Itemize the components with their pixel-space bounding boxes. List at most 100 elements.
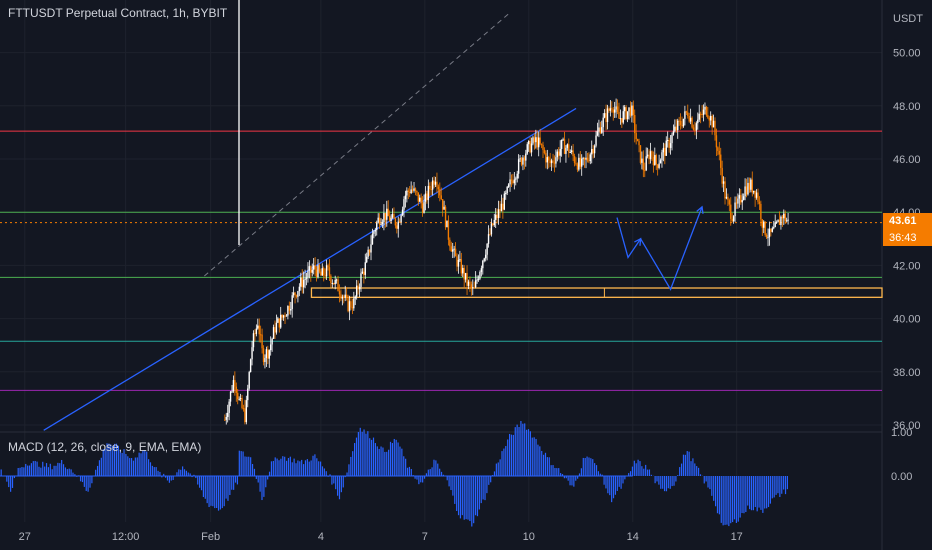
candle-body: [324, 275, 326, 277]
candle-body: [609, 108, 612, 111]
candle-body: [315, 269, 318, 278]
candle-body: [464, 272, 467, 280]
candle-body: [629, 107, 632, 116]
candle-body: [314, 265, 316, 270]
candle-body: [404, 195, 407, 200]
candle-body: [773, 227, 775, 229]
candle-body: [255, 328, 258, 334]
candle-body: [765, 234, 768, 238]
candle-body: [333, 283, 335, 285]
candle-body: [695, 123, 698, 131]
candle-body: [735, 202, 738, 204]
candle-body: [381, 222, 384, 224]
candle-body: [748, 182, 751, 190]
candle-body: [652, 156, 655, 166]
candle-body: [244, 408, 246, 423]
candle-body: [453, 248, 455, 250]
candle-body: [732, 216, 735, 222]
candle-body: [308, 266, 311, 271]
candle-body: [370, 244, 372, 253]
candle-body: [325, 265, 328, 277]
candle-body: [469, 281, 471, 285]
candle-body: [268, 350, 270, 359]
candle-body: [770, 228, 772, 232]
candle-body: [664, 147, 666, 156]
candle-body: [490, 223, 493, 235]
candle-body: [552, 160, 554, 163]
candle-body: [730, 204, 732, 219]
candle-body: [533, 137, 536, 143]
candle-body: [387, 208, 389, 217]
candle-body: [416, 190, 418, 193]
candle-body: [334, 279, 336, 285]
candle-body: [373, 231, 375, 234]
candle-body: [328, 267, 331, 276]
candle-body: [662, 147, 665, 153]
candle-body: [267, 349, 269, 359]
candle-body: [479, 271, 481, 279]
candle-body: [638, 141, 640, 146]
y-tick-label: 50.00: [893, 48, 921, 60]
candle-body: [714, 120, 716, 136]
candle-body: [592, 148, 594, 154]
candle-body: [536, 137, 538, 148]
macd-tick-label: 1.00: [891, 427, 912, 439]
support-zone: [310, 287, 883, 298]
candle-body: [237, 392, 239, 400]
candle-body: [624, 107, 626, 112]
candle-body: [354, 296, 356, 299]
candle-body: [421, 203, 424, 213]
candle-body: [522, 157, 524, 165]
candle-body: [437, 186, 440, 190]
candle-body: [725, 196, 728, 199]
candle-body: [628, 107, 630, 112]
candle-body: [560, 139, 563, 149]
candle-body: [292, 292, 295, 296]
candle-body: [715, 135, 718, 148]
candle-body: [751, 179, 753, 193]
candle-body: [538, 137, 540, 148]
candle-body: [337, 279, 339, 292]
candle-body: [376, 222, 378, 231]
candle-body: [294, 292, 296, 296]
candle-body: [280, 314, 282, 328]
y-tick-label: 38.00: [893, 367, 921, 379]
candle-body: [500, 203, 503, 212]
candle-body: [496, 214, 498, 218]
candle-body: [436, 181, 438, 187]
candle-body: [764, 221, 766, 235]
candle-body: [429, 185, 431, 190]
candle-body: [608, 108, 610, 111]
candle-body: [424, 193, 427, 202]
candle-body: [446, 220, 448, 228]
candle-body: [401, 209, 404, 216]
candle-body: [777, 219, 779, 223]
candle-body: [539, 137, 541, 144]
candle-body: [360, 273, 362, 287]
candle-body: [698, 113, 700, 120]
candle-body: [771, 228, 774, 232]
candle-body: [636, 139, 639, 142]
candle-body: [304, 278, 306, 280]
candle-body: [581, 158, 583, 167]
candle-body: [474, 280, 477, 288]
candle-body: [259, 334, 262, 336]
macd-label: MACD (12, 26, close, 9, EMA, EMA): [8, 440, 202, 454]
candle-body: [694, 129, 696, 131]
candle-body: [409, 191, 411, 194]
candle-body: [721, 167, 723, 184]
candle-body: [691, 117, 693, 128]
candle-body: [606, 108, 609, 123]
candle-body: [644, 170, 646, 172]
candle-body: [427, 185, 430, 201]
candle-body: [565, 147, 567, 154]
candle-body: [578, 157, 580, 170]
candle-body: [595, 135, 597, 146]
candle-body: [717, 147, 719, 151]
candle-body: [367, 249, 369, 257]
candle-body: [675, 126, 677, 131]
candle-body: [659, 160, 662, 164]
candle-body: [602, 117, 604, 128]
candle-body: [613, 109, 616, 113]
